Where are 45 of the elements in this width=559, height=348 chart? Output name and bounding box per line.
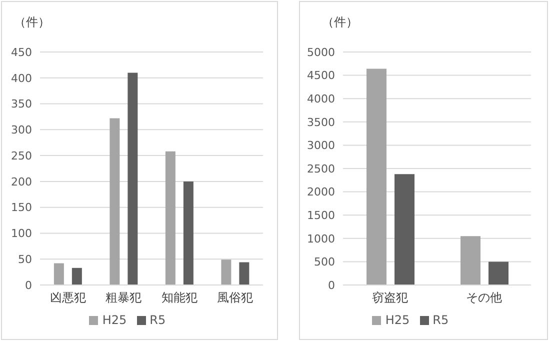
x-tick-label: 窃盗犯 — [372, 290, 408, 305]
x-tick-label: 粗暴犯 — [106, 290, 142, 305]
y-tick-label: 4500 — [307, 69, 335, 82]
y-tick-label: 4000 — [307, 92, 335, 106]
y-tick-label: 500 — [314, 256, 335, 269]
bar — [72, 268, 82, 285]
y-tick-label: 50 — [18, 253, 32, 266]
y-tick-label: 2000 — [307, 186, 335, 199]
bar — [366, 68, 386, 285]
x-tick-label: その他 — [466, 290, 502, 305]
bar — [128, 72, 138, 285]
y-tick-label: 2500 — [307, 162, 335, 176]
bar — [488, 262, 508, 285]
y-tick-label: 3000 — [307, 139, 335, 152]
y-tick-label: 400 — [11, 72, 32, 85]
bar — [221, 260, 232, 285]
y-tick-label: 0 — [328, 278, 335, 292]
bar — [394, 174, 414, 285]
y-tick-label: 200 — [11, 175, 32, 188]
legend-label: H25 — [385, 313, 410, 327]
y-tick-label: 350 — [11, 98, 32, 111]
y-tick-label: 450 — [11, 46, 32, 59]
y-tick-label: 3500 — [307, 116, 335, 129]
bar — [110, 118, 120, 285]
bar — [165, 151, 176, 285]
y-tick-label: 0 — [25, 278, 32, 292]
legend-label: R5 — [432, 313, 449, 327]
bar — [54, 263, 64, 285]
x-tick-label: 凶悪犯 — [50, 290, 86, 305]
y-tick-label: 300 — [11, 124, 32, 137]
x-tick-label: 風俗犯 — [217, 290, 254, 305]
legend-label: R5 — [150, 313, 166, 327]
y-axis-title: （件） — [322, 14, 358, 31]
bar — [460, 236, 480, 285]
y-tick-label: 150 — [11, 201, 32, 214]
y-tick-label: 5000 — [307, 46, 335, 59]
bar — [183, 181, 194, 285]
y-axis-title: （件） — [14, 14, 50, 31]
legend-label: H25 — [102, 313, 127, 327]
y-tick-label: 100 — [11, 227, 32, 240]
bar — [239, 262, 250, 285]
y-tick-label: 1000 — [307, 232, 335, 246]
y-tick-label: 1500 — [307, 209, 335, 222]
x-tick-label: 知能犯 — [161, 290, 198, 305]
y-tick-label: 250 — [11, 149, 32, 162]
